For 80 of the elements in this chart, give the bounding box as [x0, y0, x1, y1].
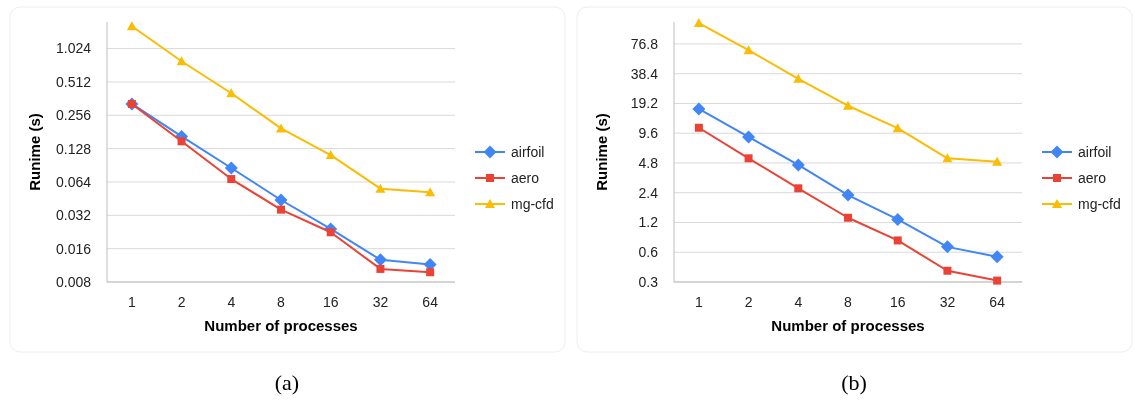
y-tick-label: 0.016 — [55, 240, 92, 257]
point — [325, 150, 336, 160]
point — [274, 193, 288, 207]
x-tick-label: 32 — [372, 293, 389, 310]
x-tick-label: 16 — [322, 293, 339, 310]
x-tick-label: 32 — [939, 293, 956, 310]
point — [426, 268, 435, 277]
y-tick-label: 0.032 — [55, 207, 92, 224]
y-tick-label: 0.008 — [55, 273, 92, 290]
point — [224, 161, 238, 175]
y-tick-label: 2.4 — [638, 184, 659, 201]
point — [692, 102, 706, 116]
y-tick-label: 9.6 — [638, 125, 659, 142]
point — [375, 183, 386, 193]
point — [793, 73, 804, 83]
point — [893, 236, 902, 245]
point — [694, 123, 703, 132]
point — [276, 123, 286, 133]
y-axis-title: Runime (s) — [26, 113, 44, 191]
point — [891, 212, 905, 226]
x-tick-label: 16 — [889, 293, 906, 310]
x-axis-title: Number of processes — [204, 317, 358, 335]
y-tick-label: 0.3 — [638, 273, 659, 290]
y-axis-title: Runime (s) — [593, 113, 611, 191]
legend-label: aero — [1078, 169, 1107, 186]
point — [176, 56, 187, 66]
point — [744, 154, 753, 163]
y-tick-label: 19.2 — [630, 95, 659, 112]
x-tick-label: 1 — [127, 293, 136, 310]
point — [841, 188, 855, 202]
point — [993, 276, 1002, 285]
point — [693, 18, 704, 28]
x-tick-label: 8 — [277, 293, 286, 310]
y-tick-label: 0.512 — [55, 73, 92, 90]
y-tick-label: 38.4 — [630, 65, 659, 82]
legend-label: mg-cfd — [511, 195, 554, 212]
y-tick-label: 76.8 — [630, 35, 659, 52]
y-tick-label: 0.6 — [638, 244, 659, 261]
point — [992, 156, 1003, 166]
point — [227, 175, 236, 184]
x-tick-label: 64 — [422, 293, 439, 310]
point — [742, 130, 756, 144]
point — [177, 137, 186, 146]
x-tick-label: 1 — [694, 293, 703, 310]
point — [892, 123, 903, 133]
y-tick-label: 1.024 — [55, 40, 92, 57]
point — [942, 153, 953, 163]
text: (a) — [274, 369, 300, 395]
point — [791, 158, 805, 172]
point — [326, 228, 335, 237]
x-tick-label: 2 — [177, 293, 186, 310]
legend-label: airfoil — [511, 143, 545, 160]
x-tick-label: 2 — [744, 293, 753, 310]
point — [844, 213, 852, 222]
point — [940, 240, 954, 254]
point — [226, 88, 237, 98]
x-tick-label: 4 — [794, 293, 803, 310]
y-tick-label: 1.2 — [638, 214, 659, 231]
point — [943, 266, 952, 275]
x-tick-label: 64 — [989, 293, 1006, 310]
point — [843, 100, 853, 110]
point — [794, 184, 803, 193]
point — [376, 264, 385, 273]
point — [277, 205, 285, 214]
legend-label: mg-cfd — [1078, 195, 1121, 212]
point — [743, 45, 754, 55]
y-tick-label: 0.256 — [55, 107, 92, 124]
legend-label: aero — [511, 169, 540, 186]
legend-label: airfoil — [1078, 143, 1112, 160]
point — [990, 250, 1004, 264]
y-tick-label: 0.064 — [55, 173, 92, 190]
x-axis-title: Number of processes — [771, 317, 925, 335]
y-tick-label: 4.8 — [638, 154, 659, 171]
y-tick-label: 0.128 — [55, 140, 92, 157]
point — [425, 187, 436, 197]
x-tick-label: 8 — [844, 293, 853, 310]
text: (b) — [841, 369, 867, 395]
x-tick-label: 4 — [227, 293, 236, 310]
point — [373, 253, 387, 267]
point — [126, 21, 137, 31]
